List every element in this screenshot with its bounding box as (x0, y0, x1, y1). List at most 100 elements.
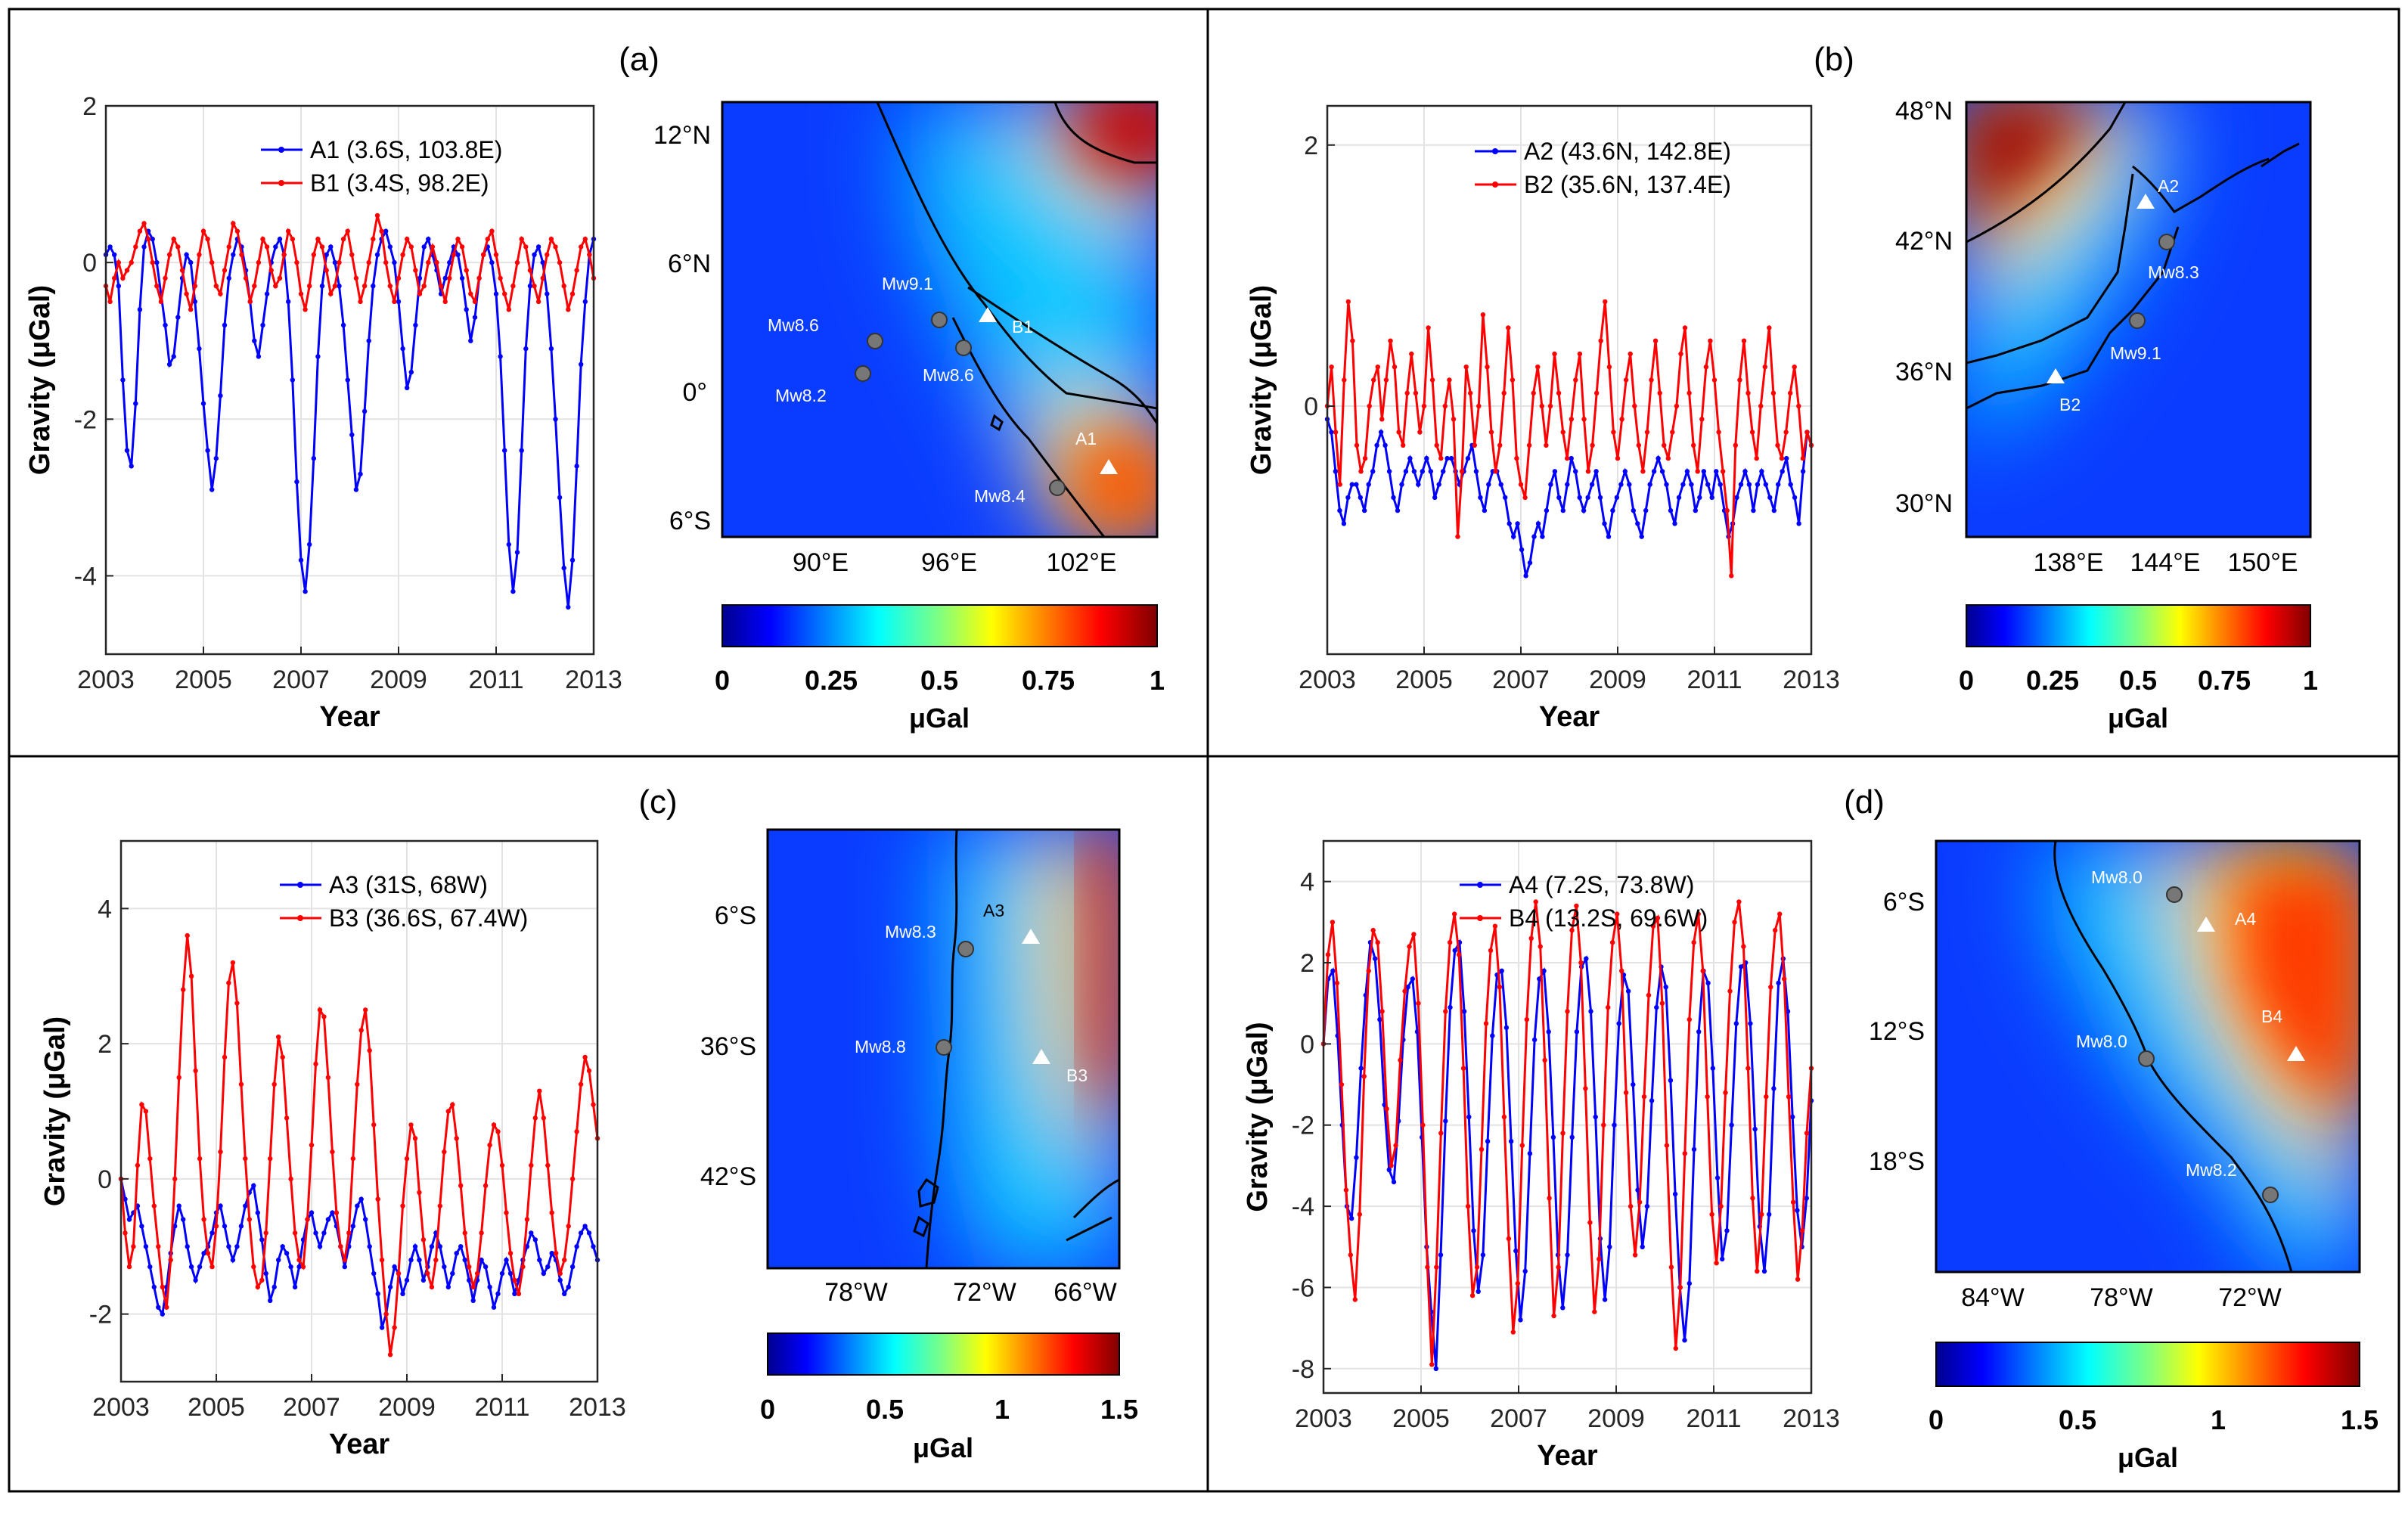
lon-tick-label: 66°W (1054, 1278, 1117, 1307)
data-point (1339, 1081, 1345, 1087)
x-tick-label: 2003 (77, 665, 135, 694)
data-point (1479, 1146, 1485, 1153)
data-point (1469, 1293, 1476, 1298)
data-point (307, 541, 312, 548)
data-point (1627, 482, 1632, 487)
data-point (1646, 992, 1652, 998)
data-point (1352, 1297, 1358, 1302)
data-point (123, 1196, 128, 1202)
data-point (1506, 1236, 1512, 1242)
data-point (1424, 455, 1429, 461)
data-point (417, 1190, 422, 1196)
data-point (213, 1224, 219, 1229)
data-point (251, 1183, 256, 1189)
station-marker (1022, 929, 1040, 944)
colorbar-tick: 0.5 (920, 665, 958, 696)
data-point (256, 354, 262, 359)
data-point (579, 244, 584, 250)
y-tick-label: 2 (98, 1030, 112, 1059)
data-point (230, 1257, 236, 1263)
data-point (1767, 325, 1772, 330)
data-point (1691, 940, 1696, 945)
data-point (230, 960, 236, 966)
data-point (1745, 390, 1751, 396)
data-point (445, 1284, 451, 1290)
data-point (298, 291, 304, 296)
data-point (1476, 1289, 1481, 1295)
data-point (1674, 403, 1680, 409)
legend-label: B3 (36.6S, 67.4W) (329, 904, 528, 932)
data-point (345, 377, 350, 383)
data-point (527, 268, 533, 273)
data-point (1386, 469, 1392, 474)
data-point (1727, 988, 1733, 994)
data-point (1723, 1090, 1728, 1096)
data-point (319, 284, 325, 289)
data-point (160, 1284, 165, 1290)
data-point (1341, 521, 1347, 526)
data-point (243, 275, 249, 281)
data-point (1632, 403, 1637, 409)
data-point (176, 1203, 182, 1208)
data-point (582, 236, 588, 242)
colorbar-tick: 0 (1959, 665, 1974, 696)
data-point (355, 1203, 360, 1208)
data-point (1738, 964, 1744, 970)
data-point (545, 252, 550, 257)
data-point (1503, 1025, 1510, 1031)
data-point (537, 1088, 542, 1094)
y-axis-label: Gravity (μGal) (24, 285, 56, 475)
data-point (358, 1196, 364, 1202)
data-point (1429, 377, 1435, 383)
data-point (1676, 495, 1682, 501)
data-point (408, 1122, 414, 1128)
data-point (1635, 521, 1640, 526)
data-point (141, 221, 147, 226)
data-point (1421, 403, 1427, 409)
data-point (1546, 1029, 1551, 1035)
data-point (1519, 547, 1525, 553)
data-point (231, 221, 236, 226)
data-point (396, 275, 402, 281)
data-point (1550, 1134, 1556, 1140)
data-point (303, 307, 308, 312)
data-point (1333, 469, 1339, 474)
data-point (324, 268, 329, 273)
data-point (405, 236, 410, 242)
data-point (358, 1028, 364, 1033)
data-point (305, 1217, 310, 1222)
data-point (1759, 1212, 1764, 1218)
data-point (1569, 417, 1574, 422)
data-point (1677, 1285, 1683, 1290)
data-point (1569, 1134, 1575, 1140)
data-point (129, 464, 134, 469)
data-point (379, 228, 384, 234)
data-point (176, 1075, 182, 1081)
data-point (188, 1264, 194, 1270)
data-point (1442, 403, 1448, 409)
data-point (1552, 351, 1557, 357)
data-point (311, 455, 316, 461)
data-point (591, 1102, 596, 1107)
data-point (1795, 1208, 1800, 1213)
data-point (346, 1230, 352, 1236)
data-point (1625, 988, 1631, 994)
data-point (532, 1115, 538, 1121)
station-label: A4 (2235, 909, 2256, 929)
data-point (437, 1244, 442, 1249)
data-point (1401, 442, 1406, 448)
quake-label: Mw9.1 (2110, 343, 2161, 363)
data-point (1691, 442, 1696, 448)
lon-tick-label: 144°E (2130, 548, 2200, 577)
data-point (1540, 534, 1545, 539)
data-point (1597, 495, 1603, 501)
lat-tick-label: 42°N (1895, 227, 1953, 256)
data-point (483, 1264, 489, 1270)
colorbar-b: 0 0.25 0.5 0.75 1 μGal (1959, 604, 2318, 734)
station-label: A2 (2158, 176, 2179, 196)
data-point (1758, 403, 1764, 409)
data-point (280, 1054, 285, 1060)
data-point (1337, 482, 1342, 487)
data-point (1531, 390, 1536, 396)
data-point (1510, 1329, 1516, 1335)
